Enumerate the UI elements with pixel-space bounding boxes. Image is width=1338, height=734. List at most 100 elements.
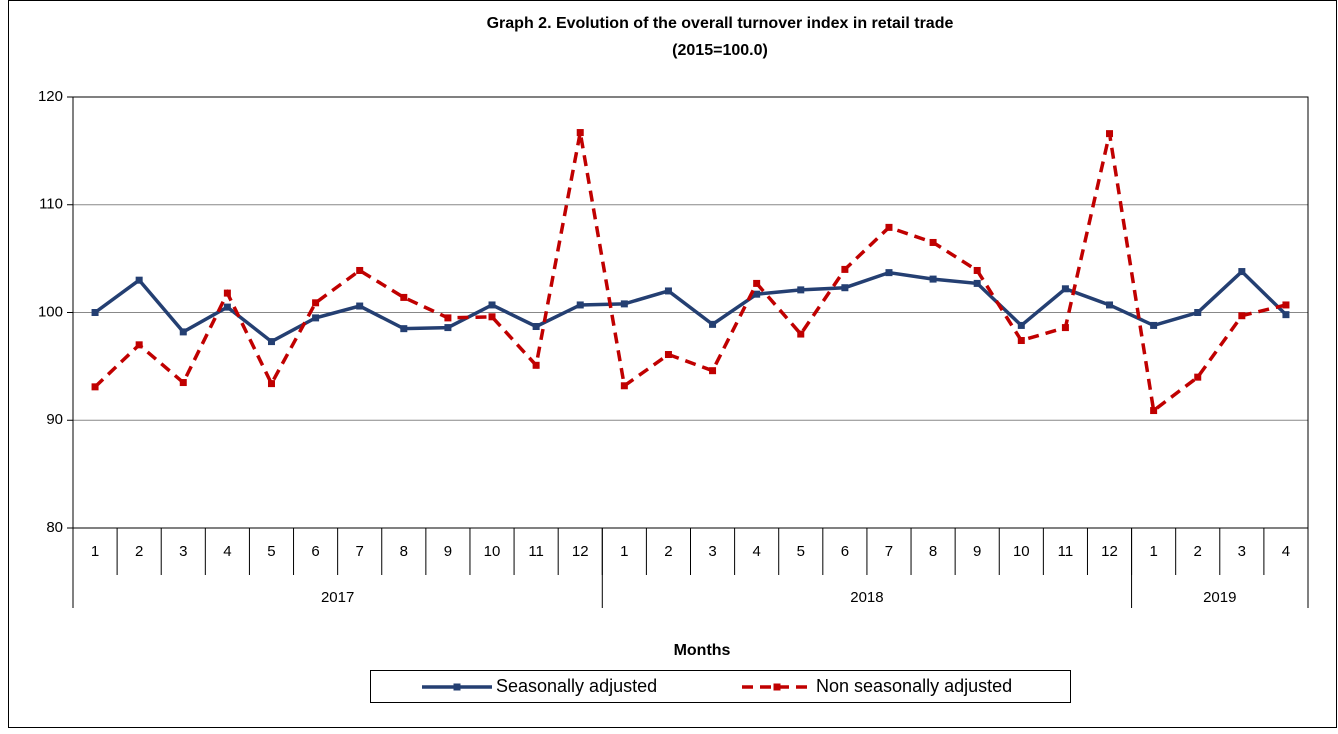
point [1061,285,1069,293]
point [488,301,496,309]
x-tick-label: 9 [973,543,981,560]
point [664,287,672,295]
x-tick-label: 8 [400,543,408,560]
x-tick-label: 7 [356,543,364,560]
y-tick-label: 80 [46,519,63,536]
point [1238,268,1246,276]
point [223,289,231,297]
x-tick-label: 6 [311,543,319,560]
point [179,328,187,336]
point [841,284,849,292]
x-tick-label: 2 [1194,543,1202,560]
legend-box [370,670,1071,703]
x-tick-label: 9 [444,543,452,560]
x-tick-label: 3 [1238,543,1246,560]
point [1282,301,1290,309]
point [664,351,672,359]
point [312,299,320,307]
x-tick-label: 5 [797,543,805,560]
group-label: 2018 [850,589,883,606]
legend-marker [453,683,461,691]
x-axis-title: Months [674,642,731,659]
point [885,269,893,277]
point [312,314,320,322]
x-tick-label: 11 [528,543,544,560]
y-tick-label: 100 [38,303,63,320]
point [1106,301,1114,309]
point [1282,311,1290,319]
chart-title: Graph 2. Evolution of the overall turnov… [487,15,954,32]
x-tick-label: 12 [572,543,589,560]
point [267,380,275,388]
point [620,300,628,308]
point [709,367,717,375]
series-line [94,269,1288,344]
point [797,286,805,294]
point [400,293,408,301]
legend-label: Non seasonally adjusted [816,676,1012,696]
chart-subtitle: (2015=100.0) [672,42,768,59]
point [709,320,717,328]
x-tick-label: 2 [664,543,672,560]
x-tick-label: 10 [484,543,501,560]
point [179,379,187,387]
point [973,266,981,274]
x-tick-label: 4 [752,543,760,560]
point [91,383,99,391]
x-tick-label: 4 [1282,543,1290,560]
legend-marker [773,683,781,691]
point [929,275,937,283]
x-tick-label: 10 [1013,543,1030,560]
point [1150,321,1158,329]
group-label: 2019 [1203,589,1236,606]
chart-border [8,0,1337,728]
x-tick-label: 11 [1058,543,1074,560]
group-label: 2017 [321,589,354,606]
point [797,330,805,338]
point [444,324,452,332]
point [444,314,452,322]
point [885,223,893,231]
x-tick-label: 8 [929,543,937,560]
point [91,309,99,316]
point [400,325,408,333]
y-tick-label: 90 [46,411,63,428]
point [973,279,981,287]
x-tick-label: 6 [841,543,849,560]
x-tick-label: 12 [1101,543,1118,560]
point [576,129,584,137]
point [1150,407,1158,415]
y-tick-label: 120 [38,88,63,105]
point [1017,337,1025,345]
x-tick-label: 1 [620,543,628,560]
point [532,323,540,331]
point [753,279,761,287]
y-tick-label: 110 [39,196,63,213]
x-tick-label: 2 [135,543,143,560]
point [135,276,143,284]
point [929,238,937,246]
point [753,290,761,298]
point [576,301,584,309]
point [488,313,496,321]
point [267,338,275,346]
x-tick-label: 5 [267,543,275,560]
point [356,302,364,310]
point [532,361,540,369]
x-tick-label: 7 [885,543,893,560]
point [1238,312,1246,320]
x-tick-label: 1 [91,543,99,560]
point [1194,309,1202,316]
series-line [93,132,1287,414]
point [356,266,364,274]
point [620,382,628,390]
x-tick-label: 3 [179,543,187,560]
x-tick-label: 1 [1149,543,1157,560]
point [135,341,143,349]
point [1017,321,1025,329]
point [1061,324,1069,332]
x-tick-label: 4 [223,543,231,560]
legend-label: Seasonally adjusted [496,676,657,696]
point [1194,373,1202,381]
